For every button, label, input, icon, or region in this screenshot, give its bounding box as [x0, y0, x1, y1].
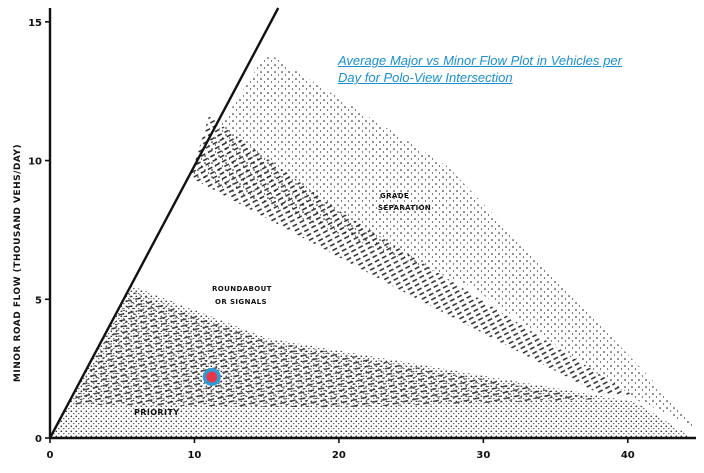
- y-tick-label: 0: [35, 434, 42, 445]
- regions-layer: [50, 52, 700, 438]
- region-labels-layer: PRIORITY ROUNDABOUT OR SIGNALS GRADE SEP…: [134, 192, 431, 417]
- chart-annotation: Average Major vs Minor Flow Plot in Vehi…: [338, 53, 622, 85]
- region-label-roundabout: ROUNDABOUT: [212, 285, 272, 293]
- region-label-separation: SEPARATION: [378, 204, 431, 212]
- region-label-signals: OR SIGNALS: [215, 298, 267, 306]
- y-tick-label: 5: [35, 295, 42, 306]
- axes-layer: 0 10 20 30 40 0 5 10 15 MINOR ROAD FLOW (THOUSAND…: [13, 7, 696, 461]
- region-label-priority: PRIORITY: [134, 408, 179, 417]
- x-tick-label: 30: [476, 450, 490, 461]
- region-transition-band: [190, 116, 635, 397]
- marker-layer: [202, 367, 221, 386]
- marker-point-inner: [206, 371, 218, 383]
- diagonal-boundary-line: [48, 7, 280, 439]
- y-tick-label: 10: [28, 157, 42, 168]
- x-tick-label: 40: [621, 450, 635, 461]
- y-tick-label: 15: [28, 18, 42, 29]
- region-label-grade: GRADE: [380, 192, 409, 200]
- x-tick-label: 0: [47, 450, 54, 461]
- x-tick-label: 20: [332, 450, 346, 461]
- region-grade-separation: [190, 52, 700, 430]
- y-axis-title: MINOR ROAD FLOW (THOUSAND VEHS/DAY): [13, 144, 23, 382]
- x-tick-label: 10: [187, 450, 201, 461]
